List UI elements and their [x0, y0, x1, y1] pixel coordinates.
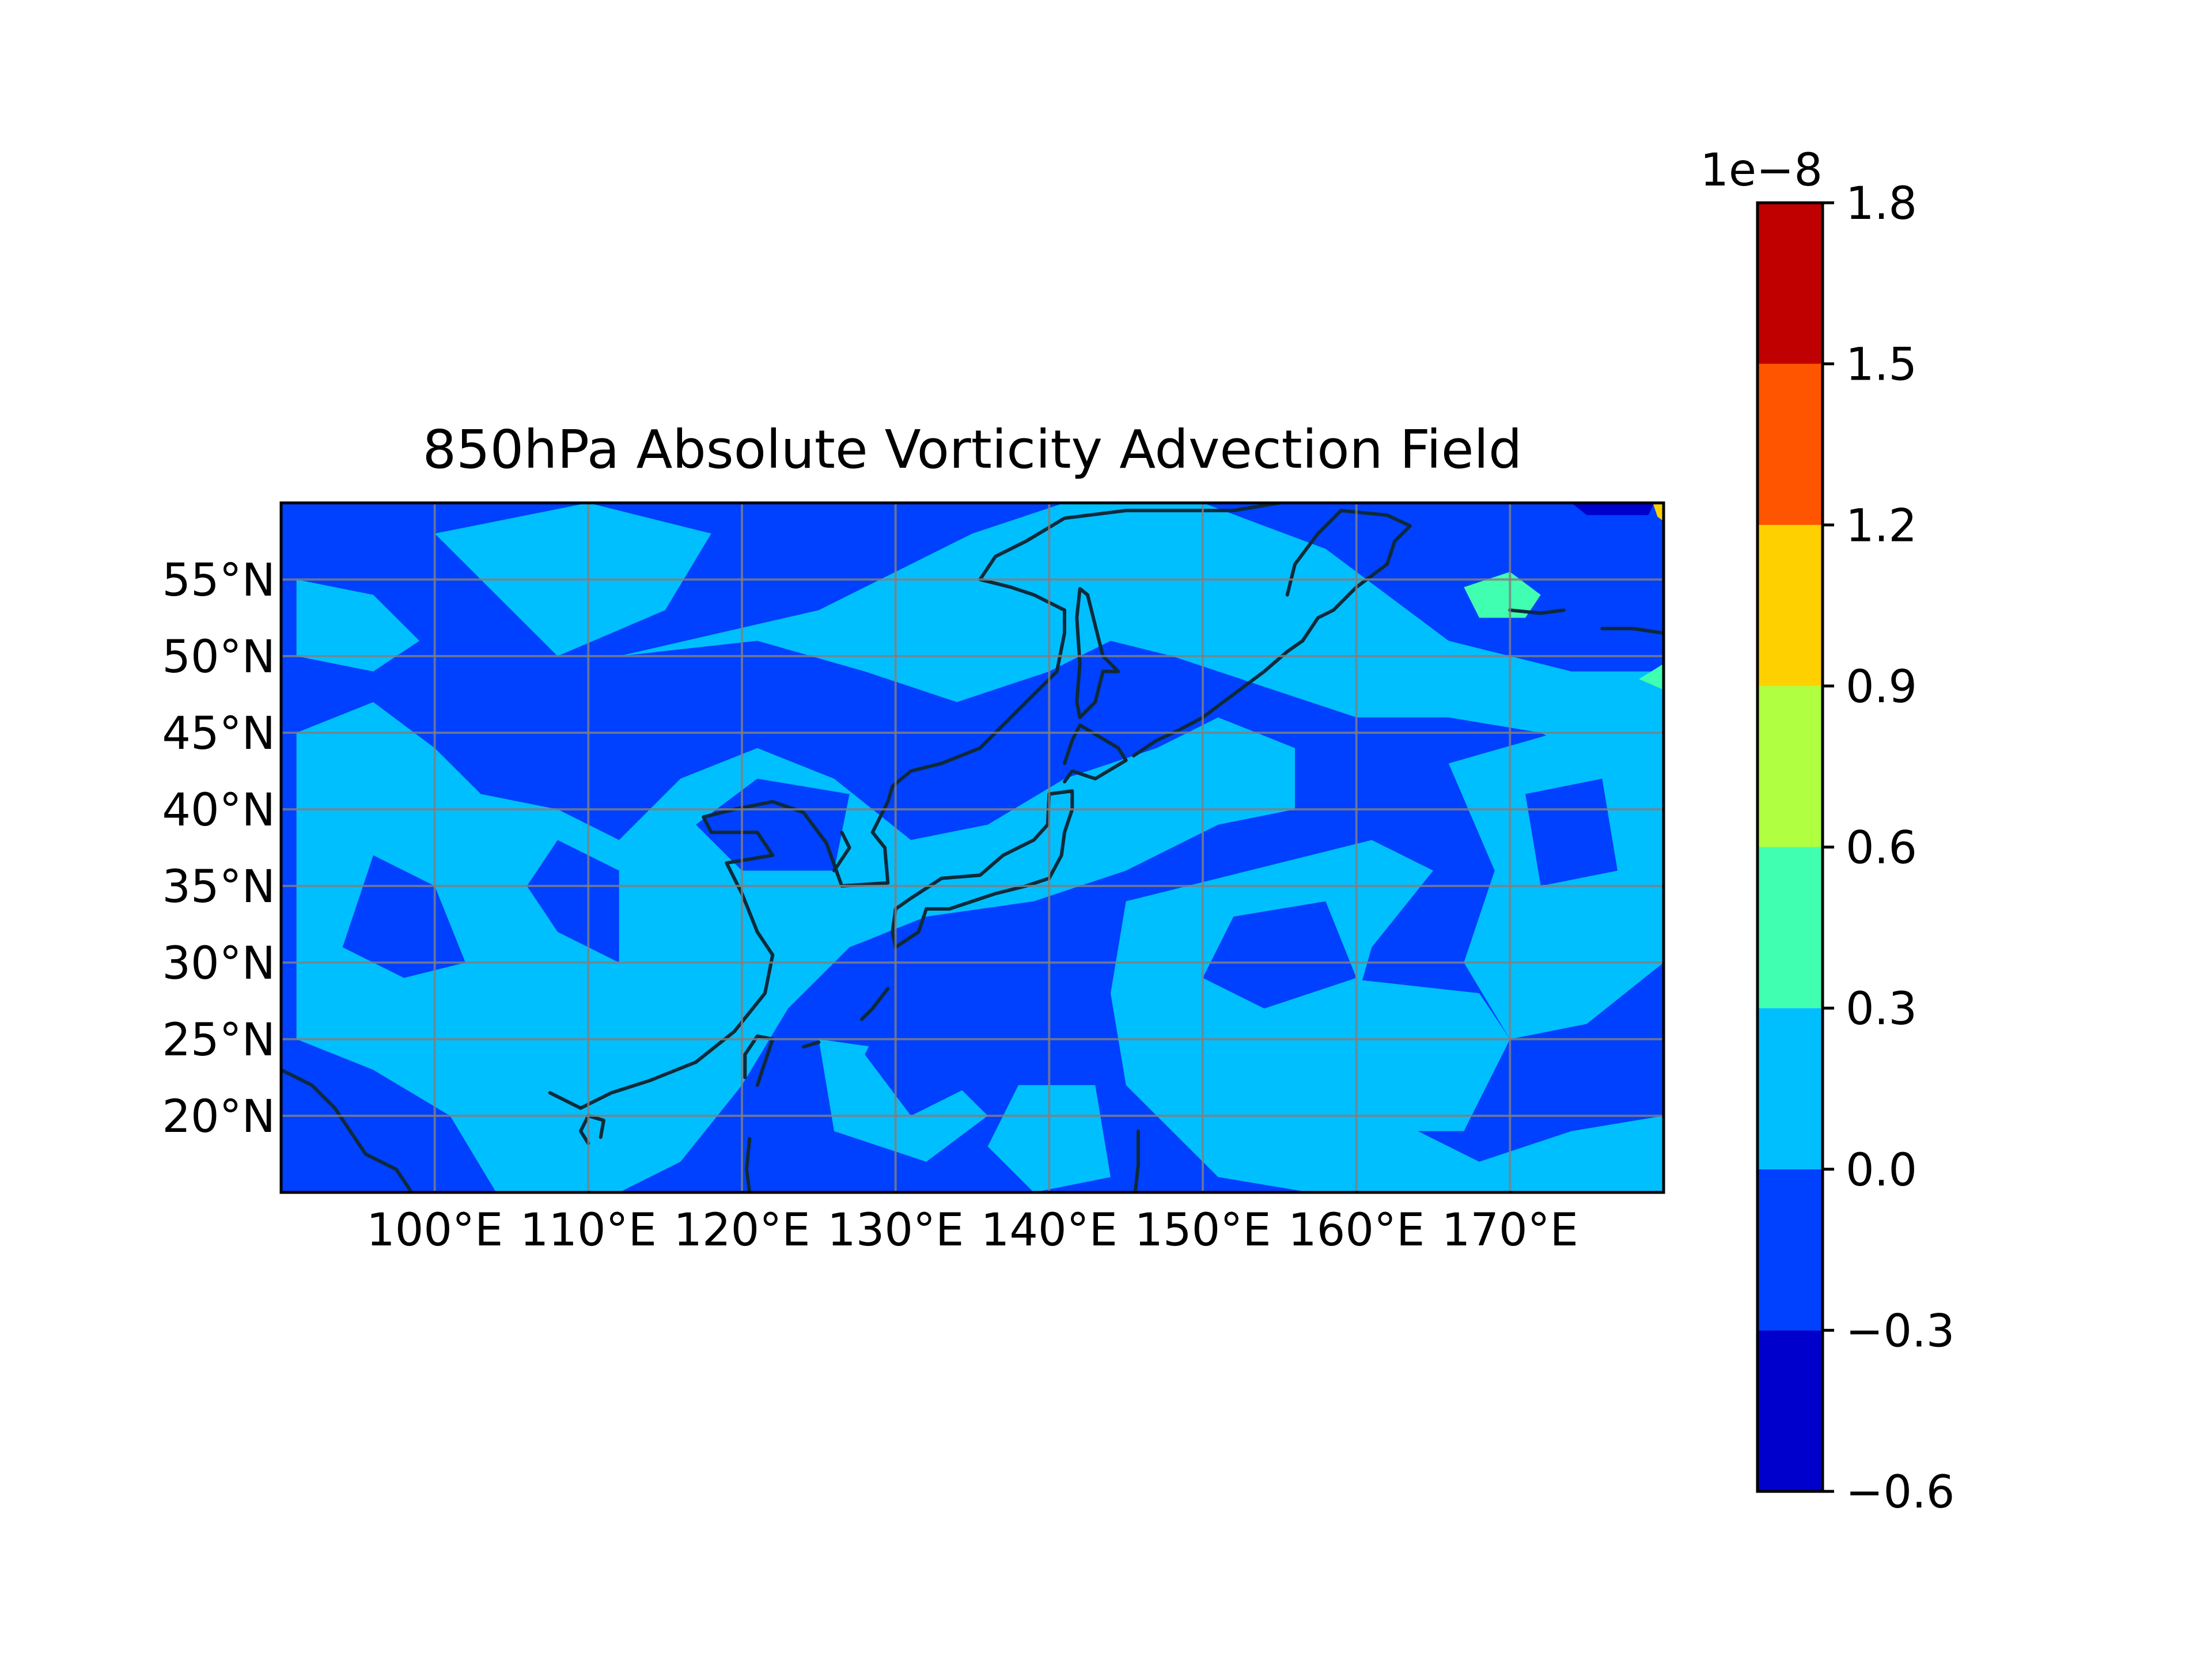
x-tick-label: 110°E	[520, 1205, 657, 1256]
map-area[interactable]	[279, 501, 1665, 1194]
chart-title: 850hPa Absolute Vorticity Advection Fiel…	[423, 419, 1522, 480]
contour-region-16	[1571, 503, 1654, 516]
y-tick-label: 50°N	[162, 631, 275, 683]
x-tick-label: 140°E	[981, 1205, 1118, 1256]
colorbar-block-6	[1758, 363, 1823, 525]
contour-region-18	[1639, 664, 1664, 690]
colorbar-tick-label: 1.2	[1846, 500, 1917, 552]
colorbar-blocks	[1758, 203, 1823, 1491]
latitude-axis: 20°N 25°N 30°N 35°N 40°N 45°N 50°N 55°N	[162, 555, 275, 1143]
x-tick-label: 160°E	[1288, 1205, 1425, 1256]
coastline-8	[745, 1137, 752, 1192]
coastline-0	[281, 1068, 414, 1192]
contour-region-14	[1525, 778, 1618, 886]
y-tick-label: 20°N	[162, 1091, 275, 1143]
colorbar-block-7	[1758, 203, 1823, 364]
contour-region-17	[1653, 503, 1664, 521]
y-tick-label: 55°N	[162, 555, 275, 607]
contour-region-9	[527, 840, 619, 963]
coastline-2	[832, 830, 851, 873]
y-tick-label: 25°N	[162, 1014, 275, 1066]
coastline-5	[1075, 587, 1120, 719]
x-tick-label: 150°E	[1134, 1205, 1271, 1256]
coastline-13	[860, 987, 890, 1021]
colorbar-tick-label: −0.6	[1846, 1467, 1955, 1518]
coastline-12	[1600, 627, 1664, 635]
colorbar-tick-label: 1.5	[1846, 339, 1917, 391]
longitude-axis: 100°E 110°E 120°E 130°E 140°E 150°E 160°E 170°E	[366, 1205, 1578, 1256]
colorbar-tick-label: 0.6	[1846, 823, 1917, 874]
colorbar-tick-label: 1.8	[1846, 178, 1917, 230]
colorbar-tick-label: −0.3	[1846, 1305, 1955, 1357]
colorbar-block-1	[1758, 1169, 1823, 1331]
gridlines	[281, 503, 1664, 1192]
contour-region-13	[1203, 901, 1357, 1009]
colorbar-ticks: −0.6 −0.3 0.0 0.3 0.6 0.9 1.2 1.5 1.8	[1823, 178, 1955, 1518]
contour-region-15	[1464, 571, 1541, 618]
contour-region-8	[1310, 978, 1510, 1131]
coastline-4	[1063, 723, 1128, 784]
contour-region-2	[619, 503, 1664, 794]
contour-region-0	[296, 579, 419, 672]
colorbar: −0.6 −0.3 0.0 0.3 0.6 0.9 1.2 1.5 1.8 1e−8	[1700, 145, 1955, 1518]
colorbar-block-0	[1758, 1330, 1823, 1491]
colorbar-block-4	[1758, 685, 1823, 847]
x-tick-label: 130°E	[827, 1205, 964, 1256]
colorbar-block-5	[1758, 525, 1823, 686]
coastline-15	[1133, 1129, 1140, 1192]
coastline-14	[801, 1040, 821, 1049]
y-tick-label: 35°N	[162, 861, 275, 913]
contour-region-11	[865, 993, 972, 1116]
coastline-9	[1285, 509, 1412, 643]
colorbar-tick-label: 0.3	[1846, 983, 1917, 1035]
colorbar-tick-label: 0.9	[1846, 661, 1917, 713]
coastline-3	[891, 789, 1074, 949]
x-tick-label: 100°E	[366, 1205, 503, 1256]
map-frame	[279, 501, 1665, 1194]
contour-region-12	[696, 778, 850, 871]
x-tick-label: 170°E	[1442, 1205, 1578, 1256]
coastline-6	[743, 1034, 775, 1087]
y-tick-label: 30°N	[162, 938, 275, 990]
colorbar-tick-label: 0.0	[1846, 1145, 1917, 1196]
colorbar-block-3	[1758, 847, 1823, 1009]
colorbar-offset-label: 1e−8	[1700, 145, 1823, 196]
y-tick-label: 40°N	[162, 785, 275, 836]
coastline-10	[1132, 639, 1305, 757]
coastline-11	[1508, 608, 1566, 615]
y-tick-label: 45°N	[162, 708, 275, 760]
colorbar-block-2	[1758, 1008, 1823, 1169]
x-tick-label: 120°E	[673, 1205, 810, 1256]
